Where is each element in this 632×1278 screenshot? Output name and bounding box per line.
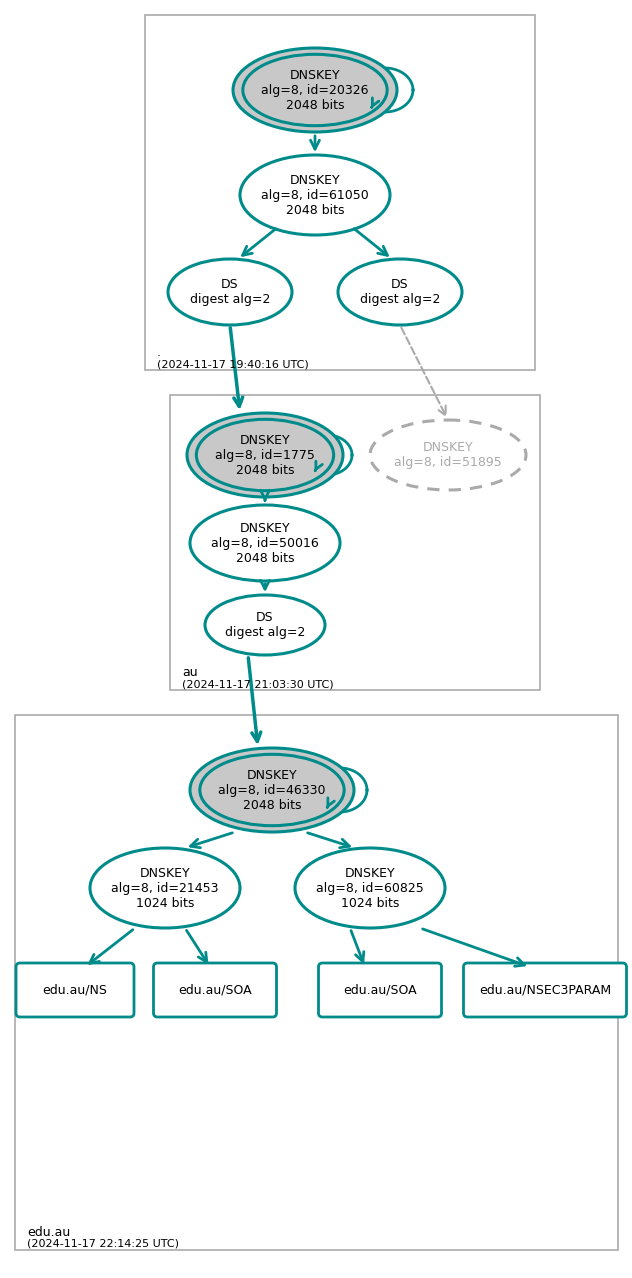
Ellipse shape [338,259,462,325]
Text: edu.au/SOA: edu.au/SOA [178,984,252,997]
Text: DNSKEY
alg=8, id=61050
2048 bits: DNSKEY alg=8, id=61050 2048 bits [261,174,369,216]
Text: edu.au/SOA: edu.au/SOA [343,984,417,997]
Text: DS
digest alg=2: DS digest alg=2 [190,279,270,305]
Text: DNSKEY
alg=8, id=46330
2048 bits: DNSKEY alg=8, id=46330 2048 bits [218,768,325,812]
Text: edu.au: edu.au [27,1226,70,1238]
Text: DNSKEY
alg=8, id=1775
2048 bits: DNSKEY alg=8, id=1775 2048 bits [215,433,315,477]
Ellipse shape [370,420,526,489]
Text: DNSKEY
alg=8, id=20326
2048 bits: DNSKEY alg=8, id=20326 2048 bits [261,69,368,111]
Ellipse shape [90,849,240,928]
Ellipse shape [240,155,390,235]
Ellipse shape [190,505,340,581]
Text: DNSKEY
alg=8, id=21453
1024 bits: DNSKEY alg=8, id=21453 1024 bits [111,866,219,910]
Text: au: au [182,666,198,679]
Text: (2024-11-17 22:14:25 UTC): (2024-11-17 22:14:25 UTC) [27,1238,179,1249]
Ellipse shape [190,748,354,832]
FancyBboxPatch shape [154,964,276,1017]
Text: (2024-11-17 19:40:16 UTC): (2024-11-17 19:40:16 UTC) [157,359,309,369]
Ellipse shape [205,596,325,656]
Text: DNSKEY
alg=8, id=51895: DNSKEY alg=8, id=51895 [394,441,502,469]
FancyBboxPatch shape [319,964,442,1017]
FancyBboxPatch shape [16,964,134,1017]
Text: edu.au/NS: edu.au/NS [42,984,107,997]
Ellipse shape [233,49,397,132]
Ellipse shape [168,259,292,325]
Text: edu.au/NSEC3PARAM: edu.au/NSEC3PARAM [479,984,611,997]
Ellipse shape [187,413,343,497]
Bar [15,714,618,1250]
Text: .: . [157,345,161,359]
Ellipse shape [295,849,445,928]
Text: DS
digest alg=2: DS digest alg=2 [360,279,440,305]
Bar [170,395,540,690]
Text: (2024-11-17 21:03:30 UTC): (2024-11-17 21:03:30 UTC) [182,679,334,689]
FancyBboxPatch shape [463,964,626,1017]
Text: DNSKEY
alg=8, id=50016
2048 bits: DNSKEY alg=8, id=50016 2048 bits [211,521,319,565]
Bar [145,15,535,371]
Text: DNSKEY
alg=8, id=60825
1024 bits: DNSKEY alg=8, id=60825 1024 bits [316,866,424,910]
Text: DS
digest alg=2: DS digest alg=2 [225,611,305,639]
